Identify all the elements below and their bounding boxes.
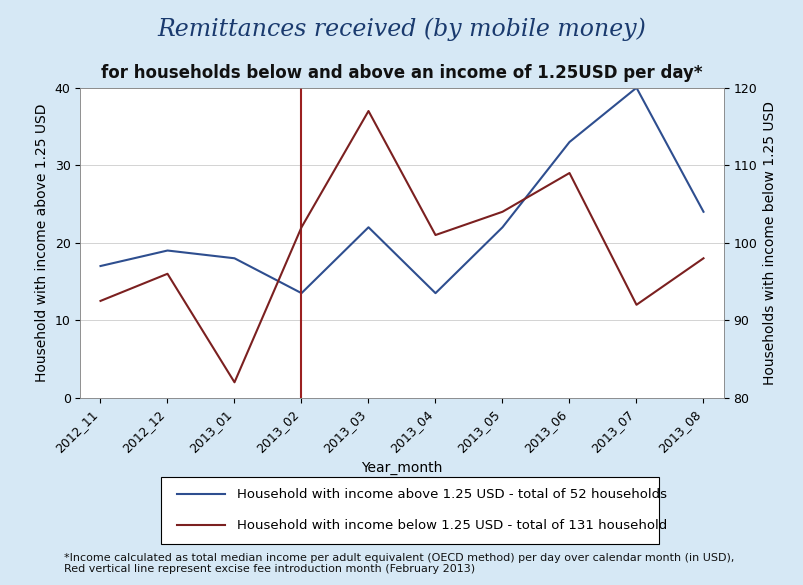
Household with income below 1.25 USD - total of 131 household <box>564 170 573 177</box>
Household with income below 1.25 USD - total of 131 household <box>430 232 440 239</box>
Y-axis label: Household with income above 1.25 USD: Household with income above 1.25 USD <box>35 104 49 382</box>
Household with income below 1.25 USD - total of 131 household <box>96 297 105 304</box>
Text: for households below and above an income of 1.25USD per day*: for households below and above an income… <box>101 64 702 82</box>
Text: Remittances received (by mobile money): Remittances received (by mobile money) <box>157 18 646 41</box>
Household with income below 1.25 USD - total of 131 household <box>162 270 172 277</box>
Household with income above 1.25 USD - total of 52 households <box>162 247 172 254</box>
Household with income below 1.25 USD - total of 131 household <box>363 108 373 115</box>
Household with income below 1.25 USD - total of 131 household <box>631 301 641 308</box>
Household with income above 1.25 USD - total of 52 households <box>296 290 306 297</box>
Text: Household with income below 1.25 USD - total of 131 household: Household with income below 1.25 USD - t… <box>237 519 666 532</box>
Household with income above 1.25 USD - total of 52 households <box>96 263 105 270</box>
Y-axis label: Households with income below 1.25 USD: Households with income below 1.25 USD <box>762 101 776 385</box>
Household with income below 1.25 USD - total of 131 household <box>698 254 707 261</box>
Household with income below 1.25 USD - total of 131 household <box>296 223 306 230</box>
Line: Household with income above 1.25 USD - total of 52 households: Household with income above 1.25 USD - t… <box>100 88 703 293</box>
Text: Household with income above 1.25 USD - total of 52 households: Household with income above 1.25 USD - t… <box>237 488 666 501</box>
Text: *Income calculated as total median income per adult equivalent (OECD method) per: *Income calculated as total median incom… <box>64 553 734 574</box>
Household with income below 1.25 USD - total of 131 household <box>230 378 239 386</box>
Household with income above 1.25 USD - total of 52 households <box>430 290 440 297</box>
Household with income above 1.25 USD - total of 52 households <box>631 84 641 91</box>
Household with income above 1.25 USD - total of 52 households <box>497 223 507 230</box>
X-axis label: Year_month: Year_month <box>361 460 442 474</box>
Household with income above 1.25 USD - total of 52 households <box>230 254 239 261</box>
Household with income below 1.25 USD - total of 131 household <box>497 208 507 215</box>
Line: Household with income below 1.25 USD - total of 131 household: Household with income below 1.25 USD - t… <box>100 111 703 382</box>
Household with income above 1.25 USD - total of 52 households <box>698 208 707 215</box>
Household with income above 1.25 USD - total of 52 households <box>564 139 573 146</box>
Household with income above 1.25 USD - total of 52 households <box>363 223 373 230</box>
